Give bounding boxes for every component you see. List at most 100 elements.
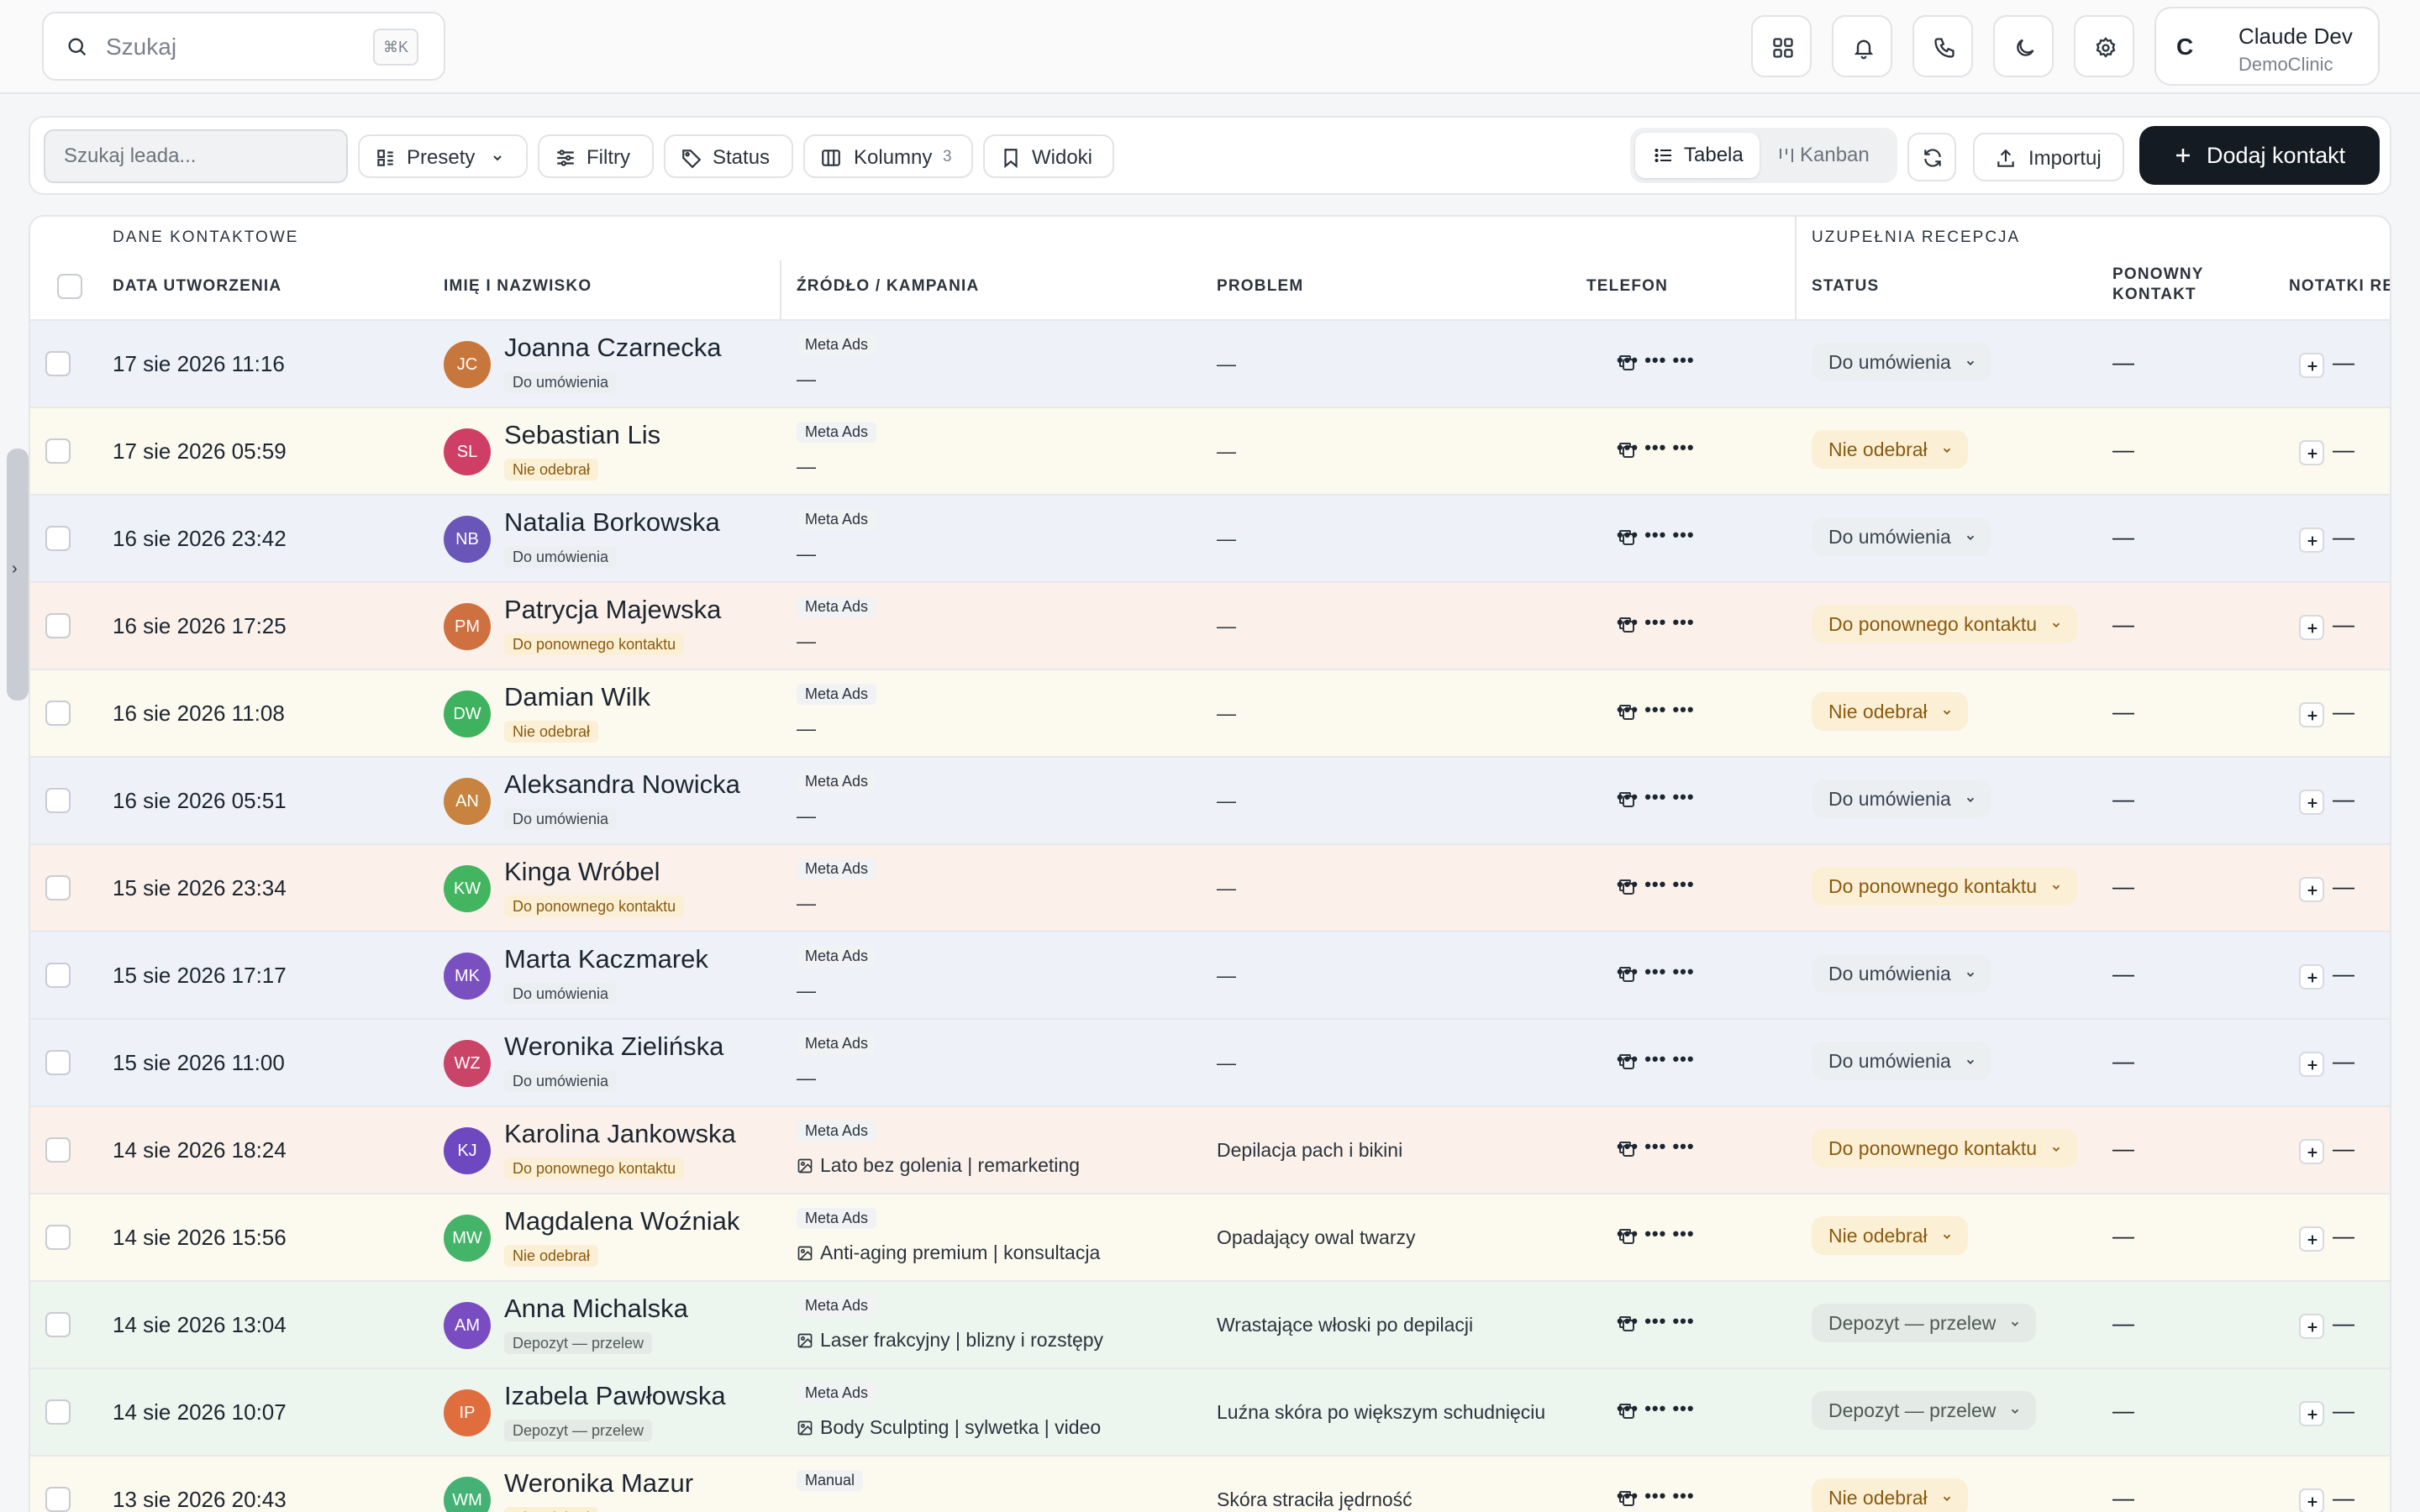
add-note-button[interactable] xyxy=(2299,702,2324,727)
filters-button[interactable]: Filtry xyxy=(538,134,654,178)
contact-name[interactable]: Joanna Czarnecka xyxy=(504,333,722,362)
contact-name[interactable]: Patrycja Majewska xyxy=(504,595,722,624)
col-recontact-line2[interactable]: KONTAKT xyxy=(2112,286,2196,303)
row-checkbox[interactable] xyxy=(45,701,71,726)
status-select[interactable]: Nie odebrał xyxy=(1812,1478,1968,1512)
row-checkbox[interactable] xyxy=(45,875,71,900)
add-note-button[interactable] xyxy=(2299,877,2324,902)
contact-name[interactable]: Izabela Pawłowska xyxy=(504,1381,726,1410)
col-recontact-line1[interactable]: PONOWNY xyxy=(2112,265,2204,283)
add-note-button[interactable] xyxy=(2299,1401,2324,1426)
row-checkbox[interactable] xyxy=(45,1225,71,1250)
add-note-button[interactable] xyxy=(2299,1226,2324,1252)
phone-button[interactable] xyxy=(1912,15,1973,77)
add-note-button[interactable] xyxy=(2299,1314,2324,1339)
col-created[interactable]: DATA UTWORZENIA xyxy=(113,277,282,295)
contact-name[interactable]: Sebastian Lis xyxy=(504,420,661,449)
recontact-value[interactable]: — xyxy=(2112,874,2134,899)
recontact-value[interactable]: — xyxy=(2112,1136,2134,1161)
import-button[interactable]: Importuj xyxy=(1973,133,2124,181)
col-name[interactable]: IMIĘ I NAZWISKO xyxy=(444,277,592,295)
status-select[interactable]: Do ponownego kontaktu xyxy=(1812,867,2078,906)
add-note-button[interactable] xyxy=(2299,440,2324,465)
recontact-value[interactable]: — xyxy=(2112,961,2134,986)
contact-name[interactable]: Marta Kaczmarek xyxy=(504,944,708,974)
add-note-button[interactable] xyxy=(2299,1488,2324,1512)
apps-button[interactable] xyxy=(1751,15,1812,77)
table-row[interactable]: 13 sie 2026 20:43 WM Weronika Mazur Nie ode… xyxy=(30,1457,2390,1512)
contact-name[interactable]: Damian Wilk xyxy=(504,682,650,711)
table-row[interactable]: 16 sie 2026 17:25 PM Patrycja Majewska Do p… xyxy=(30,583,2390,670)
user-menu[interactable]: C Claude Dev DemoClinic xyxy=(2154,7,2380,86)
recontact-value[interactable]: — xyxy=(2112,786,2134,811)
theme-toggle-button[interactable] xyxy=(1993,15,2054,77)
table-row[interactable]: 15 sie 2026 17:17 MK Marta Kaczmarek Do umó… xyxy=(30,932,2390,1020)
columns-button[interactable]: Kolumny 3 xyxy=(803,134,973,178)
recontact-value[interactable]: — xyxy=(2112,1485,2134,1510)
table-row[interactable]: 14 sie 2026 10:07 IP Izabela Pawłowska Depo… xyxy=(30,1369,2390,1457)
row-checkbox[interactable] xyxy=(45,1050,71,1075)
contact-name[interactable]: Kinga Wróbel xyxy=(504,857,660,886)
views-button[interactable]: Widoki xyxy=(983,134,1114,178)
status-filter-button[interactable]: Status xyxy=(664,134,793,178)
notifications-button[interactable] xyxy=(1832,15,1892,77)
refresh-button[interactable] xyxy=(1907,133,1956,181)
col-notes[interactable]: NOTATKI RE xyxy=(2289,277,2391,295)
add-note-button[interactable] xyxy=(2299,964,2324,990)
status-select[interactable]: Do ponownego kontaktu xyxy=(1812,605,2078,643)
recontact-value[interactable]: — xyxy=(2112,349,2134,375)
row-checkbox[interactable] xyxy=(45,788,71,813)
add-contact-button[interactable]: Dodaj kontakt xyxy=(2139,126,2380,185)
row-checkbox[interactable] xyxy=(45,1399,71,1425)
row-checkbox[interactable] xyxy=(45,351,71,376)
col-status[interactable]: STATUS xyxy=(1812,277,1880,295)
view-kanban-tab[interactable]: Kanban xyxy=(1770,133,1892,178)
contact-name[interactable]: Anna Michalska xyxy=(504,1294,688,1323)
contact-name[interactable]: Natalia Borkowska xyxy=(504,507,720,537)
select-all-checkbox[interactable] xyxy=(57,274,82,299)
status-select[interactable]: Depozyt — przelew xyxy=(1812,1391,2037,1430)
contact-name[interactable]: Weronika Zielińska xyxy=(504,1032,724,1061)
add-note-button[interactable] xyxy=(2299,1139,2324,1164)
recontact-value[interactable]: — xyxy=(2112,699,2134,724)
table-row[interactable]: 17 sie 2026 11:16 JC Joanna Czarnecka Do um… xyxy=(30,321,2390,408)
table-row[interactable]: 14 sie 2026 15:56 MW Magdalena Woźniak Nie … xyxy=(30,1194,2390,1282)
contact-name[interactable]: Aleksandra Nowicka xyxy=(504,769,740,799)
recontact-value[interactable]: — xyxy=(2112,437,2134,462)
recontact-value[interactable]: — xyxy=(2112,1223,2134,1248)
row-checkbox[interactable] xyxy=(45,526,71,551)
col-source[interactable]: ŹRÓDŁO / KAMPANIA xyxy=(797,277,980,295)
add-note-button[interactable] xyxy=(2299,528,2324,553)
col-phone[interactable]: TELEFON xyxy=(1586,277,1669,295)
status-select[interactable]: Nie odebrał xyxy=(1812,430,1968,469)
view-table-tab[interactable]: Tabela xyxy=(1635,133,1760,178)
recontact-value[interactable]: — xyxy=(2112,612,2134,637)
global-search[interactable]: Szukaj ⌘K xyxy=(42,12,445,81)
row-checkbox[interactable] xyxy=(45,1487,71,1512)
status-select[interactable]: Do umówienia xyxy=(1812,343,1991,381)
settings-button[interactable] xyxy=(2074,15,2134,77)
contact-name[interactable]: Magdalena Woźniak xyxy=(504,1206,740,1236)
contact-name[interactable]: Karolina Jankowska xyxy=(504,1119,736,1148)
add-note-button[interactable] xyxy=(2299,353,2324,378)
contact-name[interactable]: Weronika Mazur xyxy=(504,1468,694,1498)
add-note-button[interactable] xyxy=(2299,1052,2324,1077)
row-checkbox[interactable] xyxy=(45,613,71,638)
table-row[interactable]: 16 sie 2026 11:08 DW Damian Wilk Nie odebra… xyxy=(30,670,2390,758)
lead-search[interactable] xyxy=(44,129,348,183)
table-row[interactable]: 16 sie 2026 23:42 NB Natalia Borkowska Do u… xyxy=(30,496,2390,583)
status-select[interactable]: Do umówienia xyxy=(1812,1042,1991,1080)
table-row[interactable]: 16 sie 2026 05:51 AN Aleksandra Nowicka Do … xyxy=(30,758,2390,845)
recontact-value[interactable]: — xyxy=(2112,1048,2134,1074)
status-select[interactable]: Do umówienia xyxy=(1812,954,1991,993)
status-select[interactable]: Do ponownego kontaktu xyxy=(1812,1129,2078,1168)
recontact-value[interactable]: — xyxy=(2112,524,2134,549)
add-note-button[interactable] xyxy=(2299,790,2324,815)
add-note-button[interactable] xyxy=(2299,615,2324,640)
status-select[interactable]: Depozyt — przelew xyxy=(1812,1304,2037,1342)
row-checkbox[interactable] xyxy=(45,963,71,988)
recontact-value[interactable]: — xyxy=(2112,1310,2134,1336)
recontact-value[interactable]: — xyxy=(2112,1398,2134,1423)
status-select[interactable]: Do umówienia xyxy=(1812,780,1991,818)
table-row[interactable]: 15 sie 2026 11:00 WZ Weronika Zielińska Do … xyxy=(30,1020,2390,1107)
